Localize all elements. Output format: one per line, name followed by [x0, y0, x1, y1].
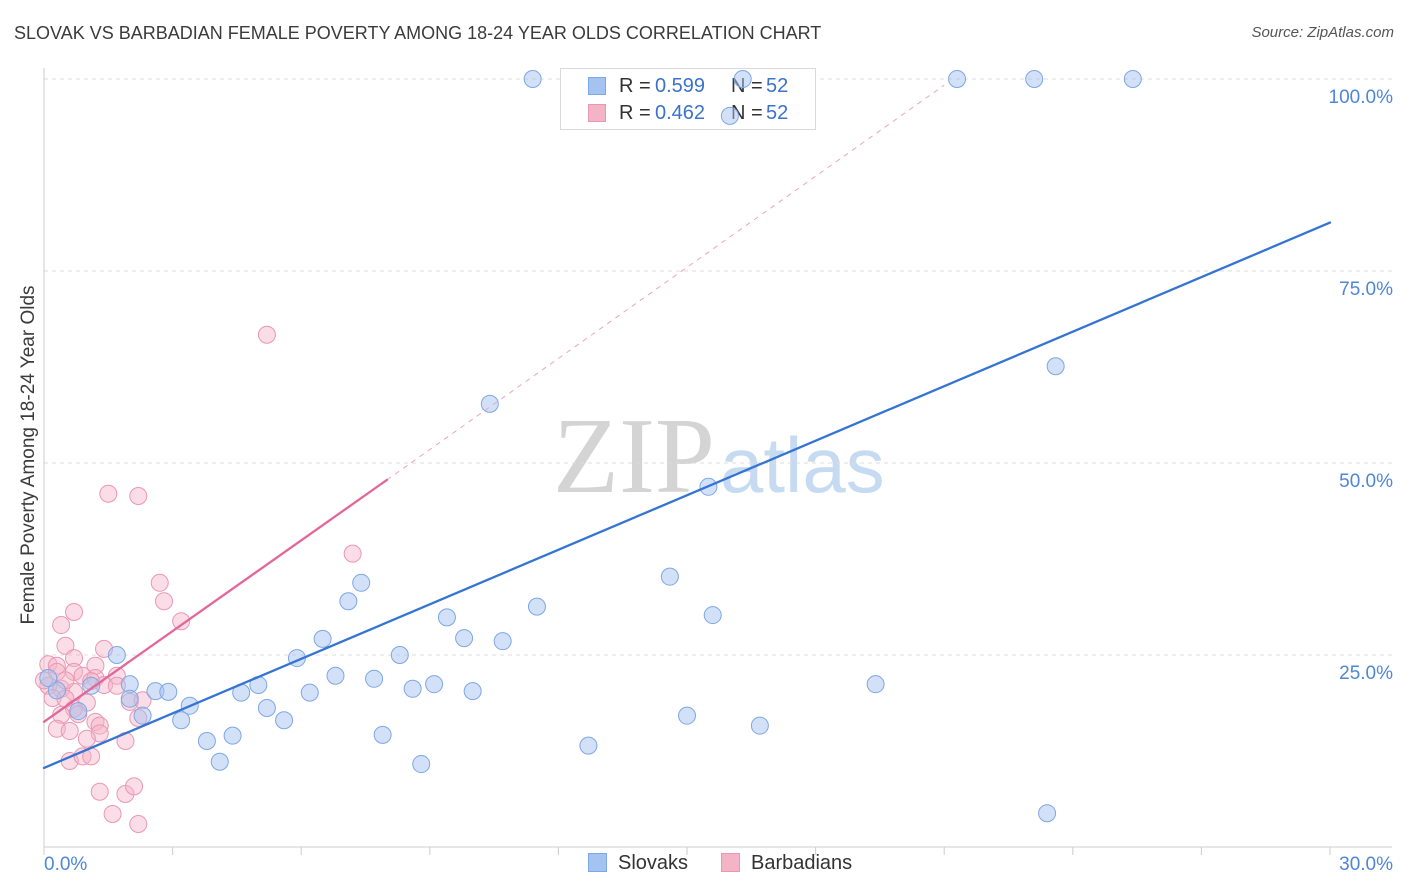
barbadians-n-label: N = [731, 102, 763, 124]
x-tick-label: 0.0% [44, 854, 87, 875]
barbadians-legend-swatch [721, 853, 740, 872]
zipatlas-watermark: ZIP atlas [553, 397, 885, 516]
y-tick-label: 100.0% [1329, 87, 1394, 108]
y-tick-label: 50.0% [1339, 471, 1393, 492]
watermark-zip: ZIP [553, 397, 715, 516]
slovaks-legend-label: Slovaks [618, 852, 689, 874]
barbadians-r-value: 0.462 [655, 102, 706, 124]
slovaks-swatch [588, 77, 606, 95]
barbadians-n-value: 52 [766, 102, 789, 124]
source-credit: Source: ZipAtlas.com [1251, 24, 1394, 41]
x-ticks [43, 847, 1331, 855]
axes [43, 68, 1392, 848]
slovaks-r-label: R = [619, 75, 651, 97]
tick-labels: 100.0% 75.0% 50.0% 25.0% 0.0% 30.0% [44, 87, 1393, 875]
x-tick-label: 30.0% [1339, 854, 1393, 875]
barbadians-r-label: R = [619, 102, 651, 124]
chart-title: SLOVAK VS BARBADIAN FEMALE POVERTY AMONG… [14, 23, 822, 43]
slovaks-legend-swatch [588, 853, 607, 872]
slovaks-r-value: 0.599 [655, 75, 706, 97]
watermark-atlas: atlas [720, 421, 885, 509]
gridlines [44, 78, 1392, 656]
correlation-legend: R = 0.599 N = 52 R = 0.462 N = 52 [560, 68, 816, 130]
barbadians-swatch [588, 104, 606, 122]
y-tick-label: 75.0% [1339, 279, 1393, 300]
slovaks-n-value: 52 [766, 75, 789, 97]
barbadians-legend-label: Barbadians [751, 852, 853, 874]
y-tick-label: 25.0% [1339, 663, 1393, 684]
y-axis-title: Female Poverty Among 18-24 Year Olds [18, 285, 39, 624]
slovaks-n-label: N = [731, 75, 763, 97]
